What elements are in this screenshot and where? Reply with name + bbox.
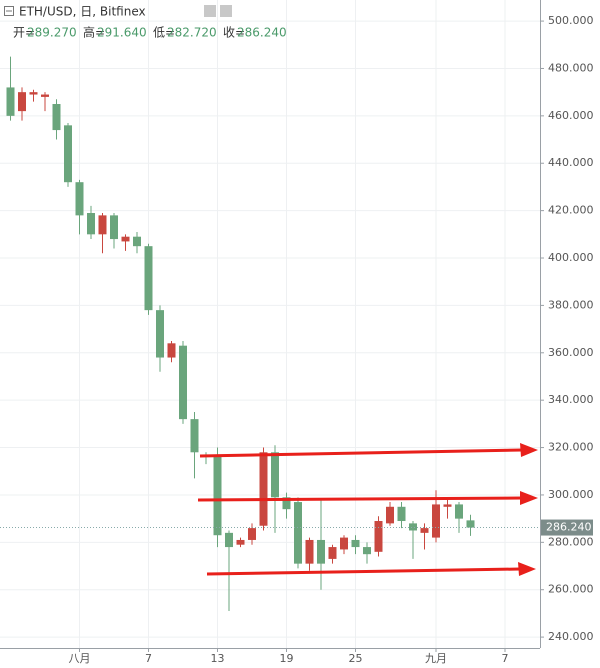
candle-body	[179, 345, 187, 420]
candle-body	[328, 547, 337, 559]
arrow-head	[520, 491, 538, 505]
x-tick-label: 13	[211, 652, 225, 665]
candle-body	[190, 419, 199, 453]
candle-body	[340, 537, 348, 550]
ohlc-value: 291.640	[97, 26, 147, 40]
y-tick-label: 360.000	[548, 346, 594, 359]
arrow-line	[199, 448, 523, 458]
arrow-line	[206, 567, 521, 576]
candle-body	[317, 539, 325, 564]
x-tick-label: 八月	[69, 652, 91, 665]
candle-body	[110, 215, 118, 240]
ohlc-value: 286.240	[237, 26, 287, 40]
ohlc-label: 开=	[13, 26, 35, 40]
y-tick-label: 440.000	[548, 156, 594, 169]
ohlc-value: 289.270	[27, 26, 77, 40]
candle-body	[98, 215, 107, 235]
candle-body	[386, 506, 394, 524]
candle-body	[397, 506, 406, 522]
arrow-head	[520, 443, 538, 457]
y-tick-label: 400.000	[548, 251, 594, 264]
candle-body	[133, 236, 141, 247]
last-price-label: 286.240	[546, 521, 592, 534]
candle-body	[41, 94, 49, 97]
candle-body	[167, 343, 176, 358]
close-icon[interactable]	[220, 5, 232, 17]
candle-body	[294, 502, 302, 564]
ohlc-row: 开=289.270 高=291.640 低=282.720 收=286.240	[13, 25, 287, 40]
annotation-arrows	[197, 443, 538, 576]
candle-body	[75, 182, 84, 216]
y-tick-label: 300.000	[548, 488, 594, 501]
y-tick-label: 260.000	[548, 583, 594, 596]
candle-body	[52, 104, 61, 131]
candle-body	[455, 504, 463, 519]
candle-body	[374, 521, 383, 552]
ohlc-label: 低=	[153, 26, 175, 40]
ohlc-value: 282.720	[167, 26, 217, 40]
y-tick-label: 480.000	[548, 61, 594, 74]
candle-body	[432, 504, 440, 538]
candle-body	[305, 539, 314, 564]
x-tick-label: 7	[502, 652, 509, 665]
header: ETH/USD, 日, Bitfinex 开=289.270 高=291.640 低…	[4, 5, 287, 40]
candle-body	[87, 212, 95, 235]
candle-body	[144, 246, 153, 311]
y-tick-label: 320.000	[548, 441, 594, 454]
arrow-line	[197, 496, 523, 502]
candle-body	[213, 454, 222, 536]
candles	[6, 56, 475, 612]
candle-body	[443, 504, 452, 507]
candle-body	[351, 539, 360, 548]
candle-body	[18, 92, 26, 112]
x-tick-label: 25	[349, 652, 363, 665]
symbol-title: ETH/USD, 日, Bitfinex	[19, 5, 146, 19]
ohlc-label: 收=	[223, 26, 245, 40]
candle-body	[420, 528, 429, 533]
y-tick-label: 280.000	[548, 535, 594, 548]
collapse-icon[interactable]	[4, 6, 14, 16]
y-tick-label: 240.000	[548, 630, 594, 643]
candle-body	[225, 532, 233, 548]
y-tick-label: 380.000	[548, 298, 594, 311]
candle-body	[409, 523, 417, 531]
arrow-head	[518, 562, 536, 576]
candle-body	[466, 520, 475, 528]
x-tick-label: 九月	[425, 652, 447, 665]
candle-body	[236, 539, 245, 545]
y-tick-label: 500.000	[548, 14, 594, 27]
candle-body	[282, 497, 291, 510]
candle-body	[6, 87, 15, 116]
candle-body	[259, 452, 268, 526]
y-tick-label: 420.000	[548, 204, 594, 217]
candle-body	[64, 125, 72, 183]
y-tick-label: 460.000	[548, 109, 594, 122]
settings-icon[interactable]	[204, 5, 216, 17]
candle-body	[121, 236, 130, 242]
candle-body	[248, 528, 256, 540]
candle-body	[29, 92, 38, 95]
y-tick-label: 340.000	[548, 393, 594, 406]
candle-body	[271, 452, 279, 498]
last-price-box	[541, 519, 593, 536]
ohlc-label: 高=	[83, 25, 105, 40]
candle-body	[363, 547, 371, 555]
x-tick-label: 7	[145, 652, 152, 665]
x-tick-label: 19	[280, 652, 294, 665]
candle-body	[156, 310, 164, 358]
